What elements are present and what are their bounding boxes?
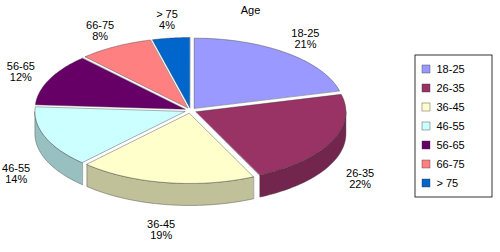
svg-text:26-35: 26-35 [437, 82, 465, 94]
svg-text:36-4519%: 36-4519% [147, 218, 175, 241]
svg-text:66-75: 66-75 [437, 158, 465, 170]
svg-text:46-5514%: 46-5514% [2, 162, 30, 185]
svg-text:66-758%: 66-758% [86, 19, 114, 42]
svg-text:Age: Age [241, 4, 261, 16]
svg-text:46-55: 46-55 [437, 120, 465, 132]
svg-text:26-3522%: 26-3522% [346, 167, 374, 190]
svg-text:56-65: 56-65 [437, 139, 465, 151]
svg-text:18-2521%: 18-2521% [291, 27, 319, 50]
svg-text:> 754%: > 754% [156, 8, 178, 31]
svg-text:> 75: > 75 [437, 177, 459, 189]
svg-text:18-25: 18-25 [437, 63, 465, 75]
svg-text:36-45: 36-45 [437, 101, 465, 113]
svg-text:56-6512%: 56-6512% [7, 60, 35, 83]
